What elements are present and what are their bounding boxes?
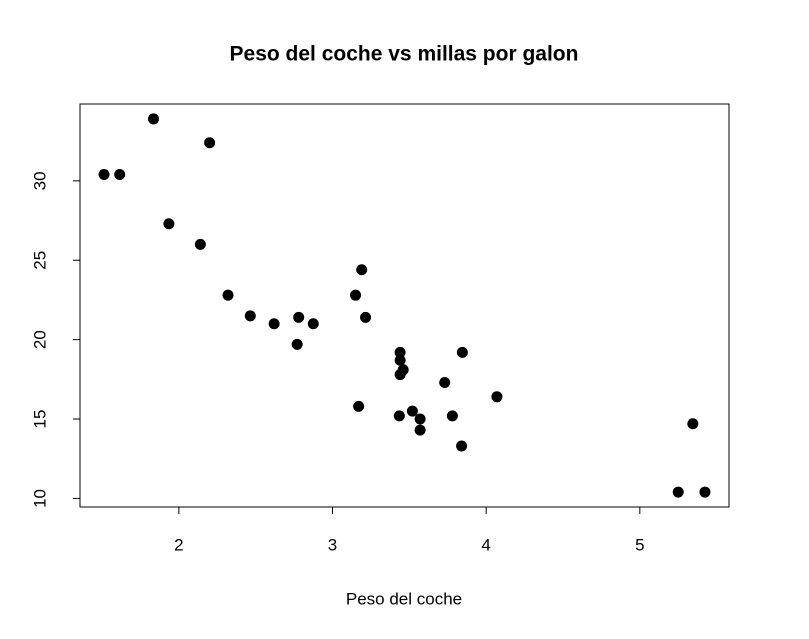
point (114, 169, 126, 181)
point (393, 410, 405, 422)
point (414, 413, 426, 425)
point (672, 486, 684, 498)
point (394, 369, 406, 381)
point (222, 289, 234, 301)
x-tick-label: 2 (174, 535, 183, 554)
point (293, 311, 305, 323)
plot-frame (79, 103, 730, 508)
point (456, 346, 468, 358)
point (291, 338, 303, 350)
x-tick-label: 3 (328, 535, 337, 554)
point (394, 354, 406, 366)
point (98, 169, 110, 181)
y-tick-label: 20 (30, 330, 49, 349)
point (414, 424, 426, 436)
point (699, 486, 711, 498)
point (491, 391, 503, 403)
point (356, 264, 368, 276)
point (446, 410, 458, 422)
x-tick-label: 5 (635, 535, 644, 554)
y-tick-label: 15 (30, 410, 49, 429)
point (268, 318, 280, 330)
point (353, 400, 365, 412)
x-axis-label: Peso del coche (346, 589, 462, 608)
point (456, 440, 468, 452)
y-tick-label: 25 (30, 251, 49, 270)
point (307, 318, 319, 330)
y-tick-label: 10 (30, 489, 49, 508)
point (350, 289, 362, 301)
point (394, 346, 406, 358)
point (687, 418, 699, 430)
y-tick-label: 30 (30, 171, 49, 190)
point (439, 377, 451, 389)
point (148, 113, 160, 125)
chart-title: Peso del coche vs millas por galon (230, 43, 579, 66)
point (244, 310, 256, 322)
x-tick-label: 4 (481, 535, 490, 554)
point (406, 405, 418, 417)
point (194, 238, 206, 250)
point (360, 311, 372, 323)
point (204, 137, 216, 149)
point (163, 218, 175, 230)
